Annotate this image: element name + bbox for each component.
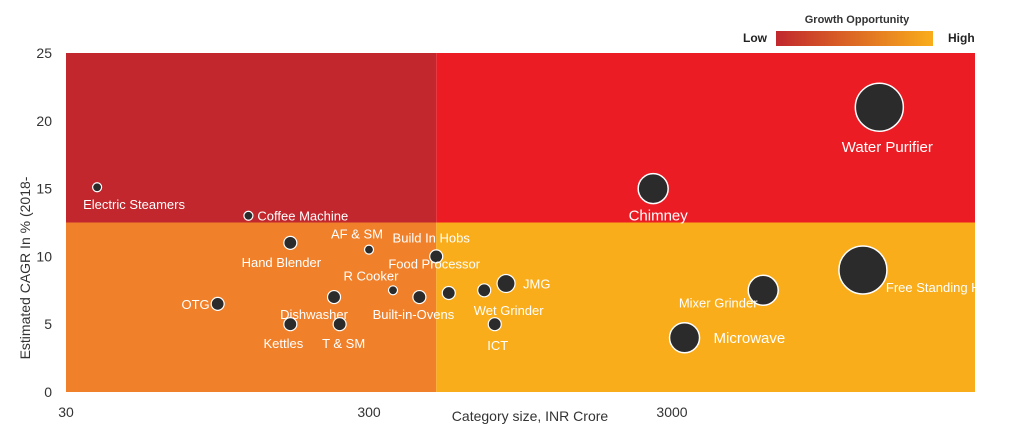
bubble-water-purifier [854,82,905,132]
y-tick-label: 0 [44,384,52,400]
quadrant-top-left [66,53,437,223]
x-axis-label: Category size, INR Crore [452,408,609,424]
y-tick-label: 25 [36,45,52,61]
bubble-t-sm [332,317,347,332]
legend-low-label: Low [743,31,768,45]
quadrant-bottom-left [66,222,437,392]
x-tick-label: 30 [58,404,74,420]
bubble-ict [487,317,502,332]
y-axis-ticks: 0 5 10 15 20 25 [36,45,52,400]
bubble-built-in-ovens [412,289,427,305]
bubble-jmg [496,273,516,294]
bubble-food-processor [477,283,492,298]
quadrant-top-right [436,53,975,223]
bubble-mixer-grinder [747,274,779,307]
bubble-free-standing-hobs [838,245,888,295]
y-axis-label: Estimated CAGR In % (2018- [17,176,33,359]
bubble-dishwasher [326,289,342,305]
label-mixer-grinder: Mixer Grinder [679,295,758,310]
x-tick-label: 3000 [656,404,687,420]
bubble-electric-steamers [92,182,103,193]
label-af-sm: AF & SM [331,227,383,242]
label-built-in-ovens: Built-in-Ovens [373,307,455,322]
legend-gradient-bar [776,31,933,46]
label-ict: ICT [487,338,508,353]
label-water-purifier: Water Purifier [842,139,933,156]
label-chimney: Chimney [629,208,689,225]
label-coffee-machine: Coffee Machine [257,209,348,224]
label-free-standing-hobs: Free Standing Hobs [886,280,1002,295]
bubble-microwave [668,322,701,354]
legend: Growth Opportunity Low High [743,14,975,46]
x-axis-ticks: 30 300 3000 [58,404,688,420]
label-electric-steamers: Electric Steamers [83,197,185,212]
label-jmg: JMG [523,277,550,292]
label-kettles: Kettles [263,336,303,351]
label-food-processor: Food Processor [388,256,480,271]
label-hand-blender: Hand Blender [242,255,322,270]
bubble-kettles [283,317,298,332]
bubble-coffee-machine [243,210,254,221]
y-tick-label: 5 [44,316,52,332]
bubble-r-cooker [387,285,399,296]
legend-title: Growth Opportunity [805,14,910,26]
y-tick-label: 15 [36,181,52,197]
label-microwave: Microwave [714,330,786,347]
label-r-cooker: R Cooker [344,268,400,283]
bubble-chimney [637,172,669,205]
quadrant-bottom-right [436,222,975,392]
label-build-in-hobs: Build In Hobs [393,230,471,245]
label-t-sm: T & SM [322,336,365,351]
data-points: Electric Steamers Coffee Machine Hand Blen… [83,82,1002,354]
label-otg: OTG [182,297,210,312]
label-wet-grinder: Wet Grinder [474,303,545,318]
y-tick-label: 20 [36,113,52,129]
bubble-otg [210,296,225,311]
y-tick-label: 10 [36,248,52,264]
label-dishwasher: Dishwasher [280,307,349,322]
bubble-wet-grinder [441,285,456,301]
x-tick-label: 300 [357,404,381,420]
bubble-build-in-hobs [429,249,444,264]
bubble-hand-blender [283,235,298,250]
bubble-af-sm [363,244,375,255]
legend-high-label: High [948,31,975,45]
